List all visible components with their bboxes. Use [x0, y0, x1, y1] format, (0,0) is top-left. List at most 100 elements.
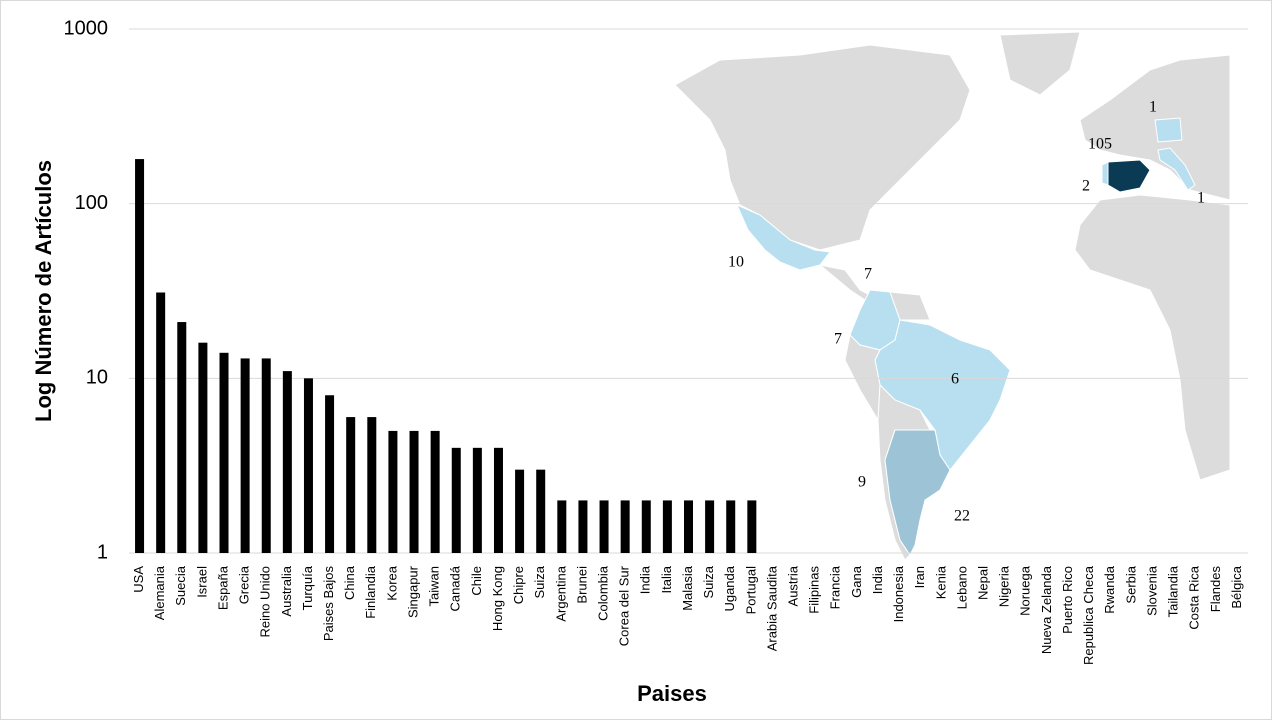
x-tick-label: Malasia: [680, 565, 695, 611]
x-tick-label: Grecia: [237, 565, 252, 604]
bar: [620, 500, 630, 553]
x-tick-label: Iran: [912, 566, 927, 588]
x-tick-label: Brunei: [574, 566, 589, 604]
x-tick-label: Lebano: [954, 566, 969, 609]
x-tick-label: Alemania: [152, 565, 167, 620]
x-tick-label: Rwanda: [1102, 565, 1117, 613]
germany: [1154, 117, 1183, 143]
x-tick-label: Reino Unido: [258, 566, 273, 638]
map-label: 9: [858, 474, 866, 491]
x-tick-label: Filipinas: [807, 566, 822, 614]
x-tick-label: Suiza: [532, 565, 547, 598]
bar: [261, 358, 271, 553]
x-tick-label: Italia: [659, 565, 674, 593]
x-tick-label: Tailandia: [1166, 565, 1181, 617]
x-tick-label: USA: [131, 566, 146, 593]
bar: [388, 430, 398, 553]
bar: [325, 395, 335, 553]
bar: [451, 447, 461, 553]
x-tick-label: Francia: [828, 565, 843, 609]
y-tick-label: 100: [75, 192, 108, 214]
x-tick-label: Slovenia: [1144, 565, 1159, 616]
x-tick-label: Colombia: [595, 565, 610, 621]
x-tick-label: Corea del Sur: [617, 565, 632, 646]
map-label: 10: [728, 254, 744, 271]
bar: [156, 292, 166, 553]
x-tick-label: Puerto Rico: [1060, 566, 1075, 634]
bar: [557, 500, 567, 553]
x-tick-label: Chipre: [511, 566, 526, 604]
map-label: 6: [951, 371, 959, 388]
x-axis-title: Paises: [637, 681, 707, 706]
x-tick-label: Bélgica: [1229, 565, 1244, 608]
x-tick-label: Portugal: [743, 566, 758, 615]
bar: [705, 500, 715, 553]
x-tick-label: Israel: [194, 566, 209, 598]
x-tick-label: Indonesia: [891, 565, 906, 622]
bar: [662, 500, 672, 553]
bar: [726, 500, 736, 553]
europe: [1079, 54, 1231, 201]
bar: [747, 500, 757, 553]
x-tick-label: Arabia Saudita: [764, 565, 779, 651]
venezuela: [889, 291, 931, 321]
x-tick-label: Noruega: [1018, 565, 1033, 616]
x-tick-label: Suecia: [173, 565, 188, 606]
x-tick-label: Finlandia: [363, 565, 378, 619]
bar: [430, 430, 440, 553]
x-tick-label: Hong Kong: [490, 566, 505, 631]
bar: [198, 342, 208, 553]
x-tick-label: Austria: [786, 565, 801, 606]
x-tick-label: Argentina: [553, 565, 568, 621]
x-tick-label: India: [638, 565, 653, 594]
bar: [684, 500, 693, 553]
bar: [493, 447, 503, 553]
bar: [346, 417, 356, 553]
bar: [515, 469, 525, 553]
x-tick-label: India: [870, 565, 885, 594]
italy: [1157, 147, 1196, 191]
x-tick-label: Suiza: [701, 565, 716, 598]
map-label: 1: [1149, 99, 1157, 116]
y-tick-label: 1: [97, 541, 108, 563]
bar: [472, 447, 482, 553]
map: [674, 31, 1231, 561]
bar: [599, 500, 609, 553]
x-tick-label: Costa Rica: [1187, 565, 1202, 629]
x-tick-label: Republica Checa: [1081, 565, 1096, 665]
bar: [240, 358, 250, 553]
y-axis-title: Log Número de Artículos: [31, 160, 56, 422]
bar: [282, 371, 292, 553]
y-tick-label: 10: [86, 367, 108, 389]
map-label: 7: [834, 331, 842, 348]
x-tick-label: Uganda: [722, 565, 737, 611]
north-america: [674, 44, 971, 251]
bar: [409, 430, 419, 553]
x-tick-label: España: [215, 565, 230, 610]
x-tick-label: Australia: [279, 565, 294, 616]
x-tick-label: Chile: [469, 566, 484, 596]
x-tick-label: Turquía: [300, 565, 315, 610]
argentina: [884, 429, 951, 556]
bar: [641, 500, 651, 553]
x-tick-label: Taiwan: [427, 566, 442, 606]
x-tick-label: Nepal: [976, 566, 991, 600]
bar: [303, 378, 313, 553]
x-tick-label: China: [342, 565, 357, 600]
x-tick-label: Flandes: [1208, 566, 1223, 613]
x-tick-label: Paises Bajos: [321, 566, 336, 642]
portugal: [1101, 161, 1109, 186]
x-tick-label: Canadá: [448, 565, 463, 611]
bar: [578, 500, 588, 553]
y-tick-label: 1000: [64, 17, 109, 39]
x-tick-label: Nigeria: [997, 565, 1012, 607]
bar: [219, 352, 229, 553]
bar: [367, 417, 377, 553]
bar: [536, 469, 546, 553]
africa: [1074, 194, 1231, 481]
bar: [177, 322, 187, 553]
x-tick-label: Serbia: [1123, 565, 1138, 603]
x-tick-label: Nueva Zelanda: [1039, 565, 1054, 654]
x-tick-label: Kenia: [933, 565, 948, 599]
